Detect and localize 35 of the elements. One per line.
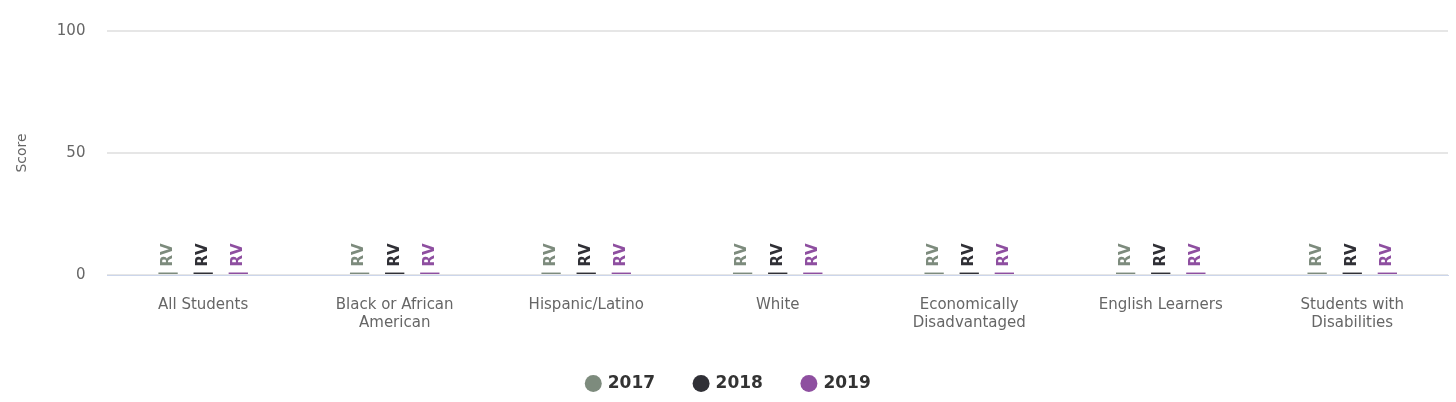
y-tick-label: 100 [56, 20, 86, 39]
data-label: RV [576, 243, 595, 267]
data-label: RV [611, 243, 630, 267]
data-label: RV [732, 243, 751, 267]
data-label: RV [193, 243, 212, 267]
x-tick-label: All Students [158, 294, 249, 313]
data-label: RV [419, 243, 438, 267]
x-tick-label: English Learners [1098, 294, 1223, 313]
data-label: RV [1185, 243, 1204, 267]
x-tick-label: White [755, 294, 800, 313]
data-label: RV [767, 243, 786, 267]
data-label: RV [384, 243, 403, 267]
x-tick-label: Economically Disadvantaged [912, 294, 1026, 331]
data-label: RV [802, 243, 821, 267]
y-tick-label: 50 [66, 142, 86, 161]
y-axis-title: Score [13, 133, 30, 173]
data-label: RV [1342, 243, 1361, 267]
data-label: RV [349, 243, 368, 267]
data-label: RV [540, 243, 559, 267]
data-label: RV [959, 243, 978, 267]
data-label: RV [924, 243, 943, 267]
legend-label: 2019 [823, 371, 871, 392]
data-label: RV [1377, 243, 1396, 267]
data-label: RV [1115, 243, 1134, 267]
x-tick-label: Black or African American [335, 294, 454, 331]
legend-label: 2017 [607, 371, 656, 392]
legend-label: 2018 [715, 371, 763, 392]
data-label: RV [994, 243, 1013, 267]
x-tick-label: Hispanic/Latino [528, 294, 644, 313]
data-label: RV [157, 243, 176, 267]
data-label: RV [1150, 243, 1169, 267]
y-tick-label: 0 [75, 264, 86, 283]
x-tick-label: Students with Disabilities [1300, 294, 1404, 331]
data-label: RV [1307, 243, 1326, 267]
data-label: RV [228, 243, 247, 267]
